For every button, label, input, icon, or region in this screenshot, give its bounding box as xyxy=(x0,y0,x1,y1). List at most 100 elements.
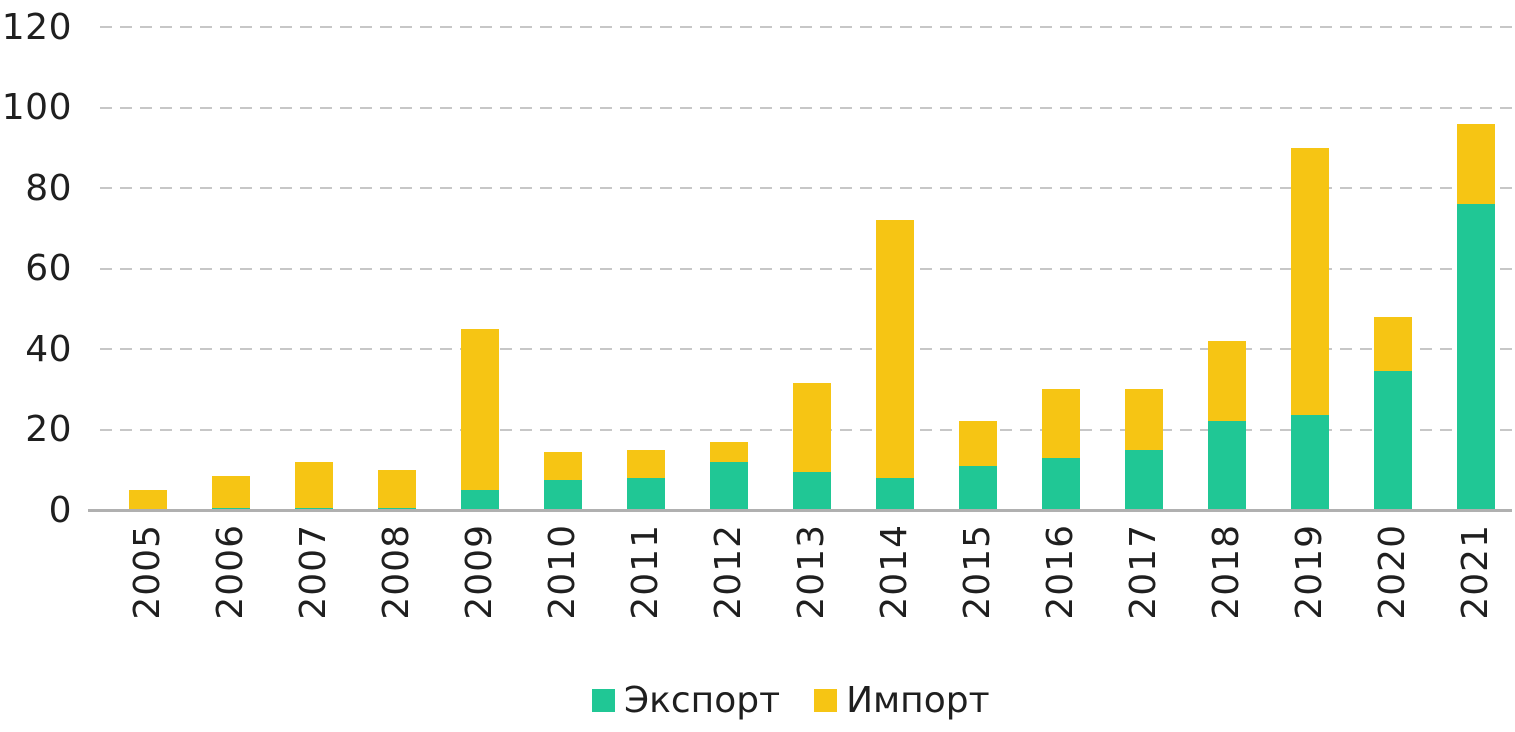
legend-label: Импорт xyxy=(846,680,990,721)
category-slot-2007 xyxy=(272,27,355,510)
stacked-bar-2011 xyxy=(626,449,665,510)
bar-segment-Импорт-2019 xyxy=(1290,147,1329,416)
stacked-bar-2012 xyxy=(709,441,748,510)
stacked-bar-2019 xyxy=(1290,147,1329,510)
category-slot-2020 xyxy=(1351,27,1434,510)
stacked-bar-2014 xyxy=(875,220,914,510)
category-slot-2015 xyxy=(936,27,1019,510)
x-tick-label: 2019 xyxy=(1288,524,1330,620)
x-tick-slot: 2019 xyxy=(1268,524,1351,638)
x-tick-slot: 2014 xyxy=(853,524,936,638)
x-tick-slot: 2008 xyxy=(355,524,438,638)
x-tick-slot: 2005 xyxy=(106,524,189,638)
stacked-bar-2006 xyxy=(211,475,250,510)
bar-segment-Импорт-2014 xyxy=(875,220,914,478)
category-slot-2021 xyxy=(1434,27,1515,510)
bar-segment-Экспорт-2016 xyxy=(1041,457,1080,510)
x-tick-label: 2014 xyxy=(873,524,915,620)
legend-item-Экспорт: Экспорт xyxy=(592,680,780,721)
x-tick-label: 2010 xyxy=(541,524,583,620)
bar-segment-Импорт-2011 xyxy=(626,449,665,478)
bar-segment-Экспорт-2012 xyxy=(709,461,748,510)
x-tick-slot: 2017 xyxy=(1102,524,1185,638)
x-tick-label: 2015 xyxy=(956,524,998,620)
bar-segment-Экспорт-2021 xyxy=(1456,204,1495,510)
legend-label: Экспорт xyxy=(624,680,781,721)
x-tick-label: 2018 xyxy=(1205,524,1247,620)
gridline-y-60 xyxy=(100,267,1512,270)
stacked-bar-2005 xyxy=(128,489,167,510)
category-slot-2014 xyxy=(853,27,936,510)
bar-segment-Экспорт-2019 xyxy=(1290,415,1329,510)
y-tick-label: 20 xyxy=(25,409,72,450)
category-slot-2008 xyxy=(355,27,438,510)
stacked-bar-2015 xyxy=(958,421,997,510)
bar-segment-Экспорт-2017 xyxy=(1124,449,1163,510)
bar-segment-Экспорт-2018 xyxy=(1207,421,1246,510)
x-tick-slot: 2012 xyxy=(687,524,770,638)
category-slot-2006 xyxy=(189,27,272,510)
category-slot-2011 xyxy=(604,27,687,510)
x-tick-slot: 2007 xyxy=(272,524,355,638)
x-tick-label: 2013 xyxy=(790,524,832,620)
x-axis-line xyxy=(88,509,1512,512)
bar-segment-Импорт-2013 xyxy=(792,383,831,472)
bar-segment-Экспорт-2014 xyxy=(875,477,914,510)
x-tick-slot: 2009 xyxy=(438,524,521,638)
x-tick-label: 2005 xyxy=(126,524,168,620)
x-tick-slot: 2020 xyxy=(1351,524,1434,638)
x-axis-tick-labels: 2005 2006 2007 2008 2009 2010 2011 2012 2013 2014… xyxy=(106,524,1515,638)
x-tick-label: 2016 xyxy=(1039,524,1081,620)
y-tick-label: 40 xyxy=(25,328,72,370)
x-tick-label: 2020 xyxy=(1371,524,1413,620)
x-tick-slot: 2013 xyxy=(770,524,853,638)
category-slot-2013 xyxy=(770,27,853,510)
x-tick-label: 2009 xyxy=(458,524,500,620)
bar-segment-Экспорт-2009 xyxy=(460,489,499,510)
gridline-y-120 xyxy=(100,26,1512,28)
bar-segment-Экспорт-2013 xyxy=(792,471,831,510)
bar-segment-Импорт-2016 xyxy=(1041,389,1080,458)
category-slot-2017 xyxy=(1102,27,1185,510)
bar-segment-Импорт-2005 xyxy=(128,489,167,510)
category-slot-2016 xyxy=(1019,27,1102,510)
legend: Экспорт Импорт xyxy=(592,680,990,721)
gridline-y-100 xyxy=(100,106,1512,109)
legend-swatch-icon xyxy=(814,689,838,712)
bar-segment-Экспорт-2010 xyxy=(543,479,582,510)
stacked-bar-2021 xyxy=(1456,123,1495,510)
y-tick-label: 100 xyxy=(1,87,72,128)
x-tick-label: 2006 xyxy=(209,524,251,620)
legend-item-Импорт: Импорт xyxy=(814,680,990,721)
bar-segment-Экспорт-2020 xyxy=(1373,371,1412,510)
y-tick-label: 80 xyxy=(25,167,72,209)
x-tick-label: 2011 xyxy=(624,524,666,620)
gridline-y-40 xyxy=(100,348,1512,350)
category-slot-2009 xyxy=(438,27,521,510)
x-tick-label: 2008 xyxy=(375,524,417,620)
x-tick-slot: 2015 xyxy=(936,524,1019,638)
x-tick-slot: 2021 xyxy=(1434,524,1515,638)
category-slot-2018 xyxy=(1185,27,1268,510)
y-tick-label: 120 xyxy=(1,6,72,48)
x-tick-slot: 2011 xyxy=(604,524,687,638)
stacked-bar-2020 xyxy=(1373,316,1412,510)
y-tick-label: 60 xyxy=(25,248,72,289)
stacked-bar-2018 xyxy=(1207,340,1246,510)
x-tick-label: 2017 xyxy=(1122,524,1164,620)
bar-segment-Импорт-2012 xyxy=(709,441,748,462)
stacked-bar-2008 xyxy=(377,469,416,510)
y-tick-label: 0 xyxy=(48,489,72,531)
bar-segment-Импорт-2018 xyxy=(1207,340,1246,422)
plot-area xyxy=(106,27,1515,510)
x-tick-slot: 2010 xyxy=(521,524,604,638)
bar-segment-Импорт-2010 xyxy=(543,451,582,480)
category-slot-2010 xyxy=(521,27,604,510)
x-tick-slot: 2018 xyxy=(1185,524,1268,638)
bar-segment-Импорт-2021 xyxy=(1456,123,1495,205)
legend-swatch-icon xyxy=(592,689,615,712)
x-tick-label: 2021 xyxy=(1454,524,1496,620)
bar-segment-Импорт-2008 xyxy=(377,469,416,508)
stacked-bar-2010 xyxy=(543,451,582,510)
